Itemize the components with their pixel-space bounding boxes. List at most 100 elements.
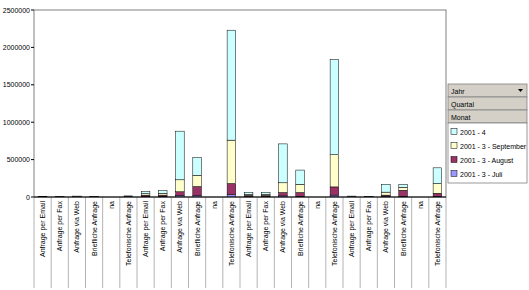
x-tick-label: Anfrage per Fax [159, 201, 167, 252]
bar-segment [261, 193, 270, 195]
bar-segment [193, 157, 202, 175]
bar-segment [227, 184, 236, 195]
x-axis [34, 197, 446, 198]
y-tick-label: 1000000 [3, 119, 30, 126]
y-tick [31, 122, 34, 123]
bar-segment [433, 168, 442, 184]
category-separator [240, 197, 241, 288]
bar-segment [382, 192, 391, 195]
category-separator [68, 197, 69, 288]
category-separator [377, 197, 378, 288]
field-button [448, 97, 527, 110]
category-separator [428, 197, 429, 288]
bar-segment [330, 59, 339, 154]
bar-segment [330, 187, 339, 195]
x-tick-label: Anfrage per Email [39, 201, 47, 257]
category-separator [274, 197, 275, 288]
x-tick-label: Briefliche Anfrage [91, 201, 99, 256]
bar-segment [176, 131, 185, 180]
x-tick-label: Anfrage via Web [73, 201, 81, 253]
x-tick-label: Anfrage per Fax [262, 201, 270, 252]
bar-segment [227, 140, 236, 183]
x-tick-label: na [314, 201, 321, 209]
bar-segment [193, 175, 202, 186]
legend-swatch [451, 129, 457, 135]
category-separator [446, 197, 447, 288]
category-separator [325, 197, 326, 288]
bar-segment [399, 187, 408, 190]
y-tick [31, 197, 34, 198]
bar-segment [296, 193, 305, 197]
category-separator [308, 197, 309, 288]
x-tick-label: na [417, 201, 424, 209]
x-tick-label: Telefonische Anfrage [125, 201, 133, 266]
legend-swatch [451, 171, 457, 177]
chart: 05000001000000150000020000002500000Anfra… [0, 0, 529, 290]
category-separator [343, 197, 344, 288]
category-separator [188, 197, 189, 288]
bar-segment [330, 155, 339, 187]
category-separator [222, 197, 223, 288]
category-separator [291, 197, 292, 288]
bar-segment [296, 184, 305, 192]
field-button [448, 84, 527, 97]
dropdown-arrow [518, 89, 523, 92]
x-tick-label: Anfrage per Email [245, 201, 253, 257]
legend-swatch [451, 157, 457, 163]
bar-segment [382, 184, 391, 192]
plot-area [34, 10, 446, 197]
bar-segment [399, 184, 408, 187]
bar-segment [279, 193, 288, 196]
field-button-label: Jahr [451, 88, 465, 95]
legend-swatch [451, 143, 457, 149]
legend-label: 2001 - 3 - August [460, 157, 513, 165]
bar-segment [158, 191, 167, 194]
field-button [448, 110, 527, 123]
bar-segment [279, 183, 288, 193]
category-separator [85, 197, 86, 288]
legend [448, 123, 527, 183]
x-tick-label: Anfrage per Email [348, 201, 356, 257]
bar-segment [141, 191, 150, 193]
y-tick [31, 47, 34, 48]
category-separator [154, 197, 155, 288]
legend-label: 2001 - 4 [460, 129, 486, 136]
x-tick-label: Anfrage via Web [176, 201, 184, 253]
y-tick-label: 0 [26, 194, 30, 201]
category-separator [411, 197, 412, 288]
x-tick-label: na [108, 201, 115, 209]
bar-segment [296, 170, 305, 184]
category-separator [137, 197, 138, 288]
bar-segment [193, 187, 202, 196]
x-tick-label: Anfrage via Web [382, 201, 390, 253]
x-tick-label: Briefliche Anfrage [297, 201, 305, 256]
bar-segment [279, 144, 288, 183]
y-tick-label: 2000000 [3, 44, 30, 51]
category-separator [119, 197, 120, 288]
x-tick-label: Anfrage per Email [142, 201, 150, 257]
category-separator [51, 197, 52, 288]
bar-segment [158, 193, 167, 195]
x-tick-label: Anfrage per Fax [56, 201, 64, 252]
bar-segment [227, 30, 236, 140]
x-tick-label: Anfrage via Web [279, 201, 287, 253]
x-tick-label: Briefliche Anfrage [194, 201, 202, 256]
field-button-label: Monat [451, 114, 471, 121]
legend-label: 2001 - 3 - Juli [460, 171, 503, 178]
bar-segment [433, 193, 442, 196]
x-tick-label: Telefonische Anfrage [331, 201, 339, 266]
category-separator [171, 197, 172, 288]
x-tick-label: Telefonische Anfrage [228, 201, 236, 266]
y-tick [31, 159, 34, 160]
x-tick-label: na [211, 201, 218, 209]
bar-segment [176, 192, 185, 196]
bar-segment [176, 180, 185, 192]
y-tick-label: 1500000 [3, 81, 30, 88]
category-separator [360, 197, 361, 288]
category-separator [102, 197, 103, 288]
y-tick-label: 500000 [7, 156, 30, 163]
category-separator [34, 197, 35, 288]
x-tick-label: Telefonische Anfrage [434, 201, 442, 266]
bar-segment [399, 190, 408, 196]
category-separator [257, 197, 258, 288]
